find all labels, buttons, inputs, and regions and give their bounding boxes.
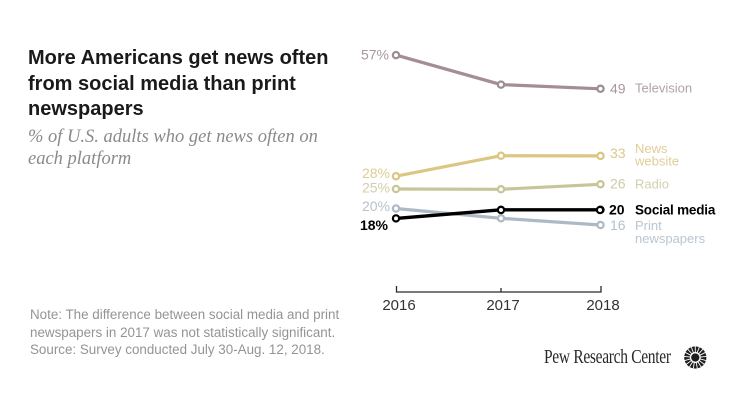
svg-text:26: 26 (610, 176, 626, 192)
svg-text:News: News (635, 141, 668, 156)
svg-text:website: website (634, 154, 679, 169)
svg-text:2018: 2018 (586, 297, 619, 314)
svg-text:2016: 2016 (382, 297, 415, 314)
svg-text:57%: 57% (361, 47, 389, 63)
svg-text:28%: 28% (362, 165, 390, 181)
svg-text:20%: 20% (362, 198, 390, 214)
svg-text:Radio: Radio (635, 177, 669, 192)
svg-text:16: 16 (610, 217, 626, 233)
svg-text:18%: 18% (360, 217, 389, 233)
svg-text:25%: 25% (362, 180, 390, 196)
svg-text:33: 33 (610, 145, 626, 161)
svg-text:49: 49 (610, 81, 626, 97)
svg-text:Television: Television (635, 81, 692, 96)
svg-text:Social media: Social media (635, 202, 716, 217)
svg-text:Print: Print (635, 218, 662, 233)
svg-text:2017: 2017 (486, 297, 519, 314)
svg-text:20: 20 (609, 201, 625, 217)
svg-text:newspapers: newspapers (635, 231, 706, 246)
